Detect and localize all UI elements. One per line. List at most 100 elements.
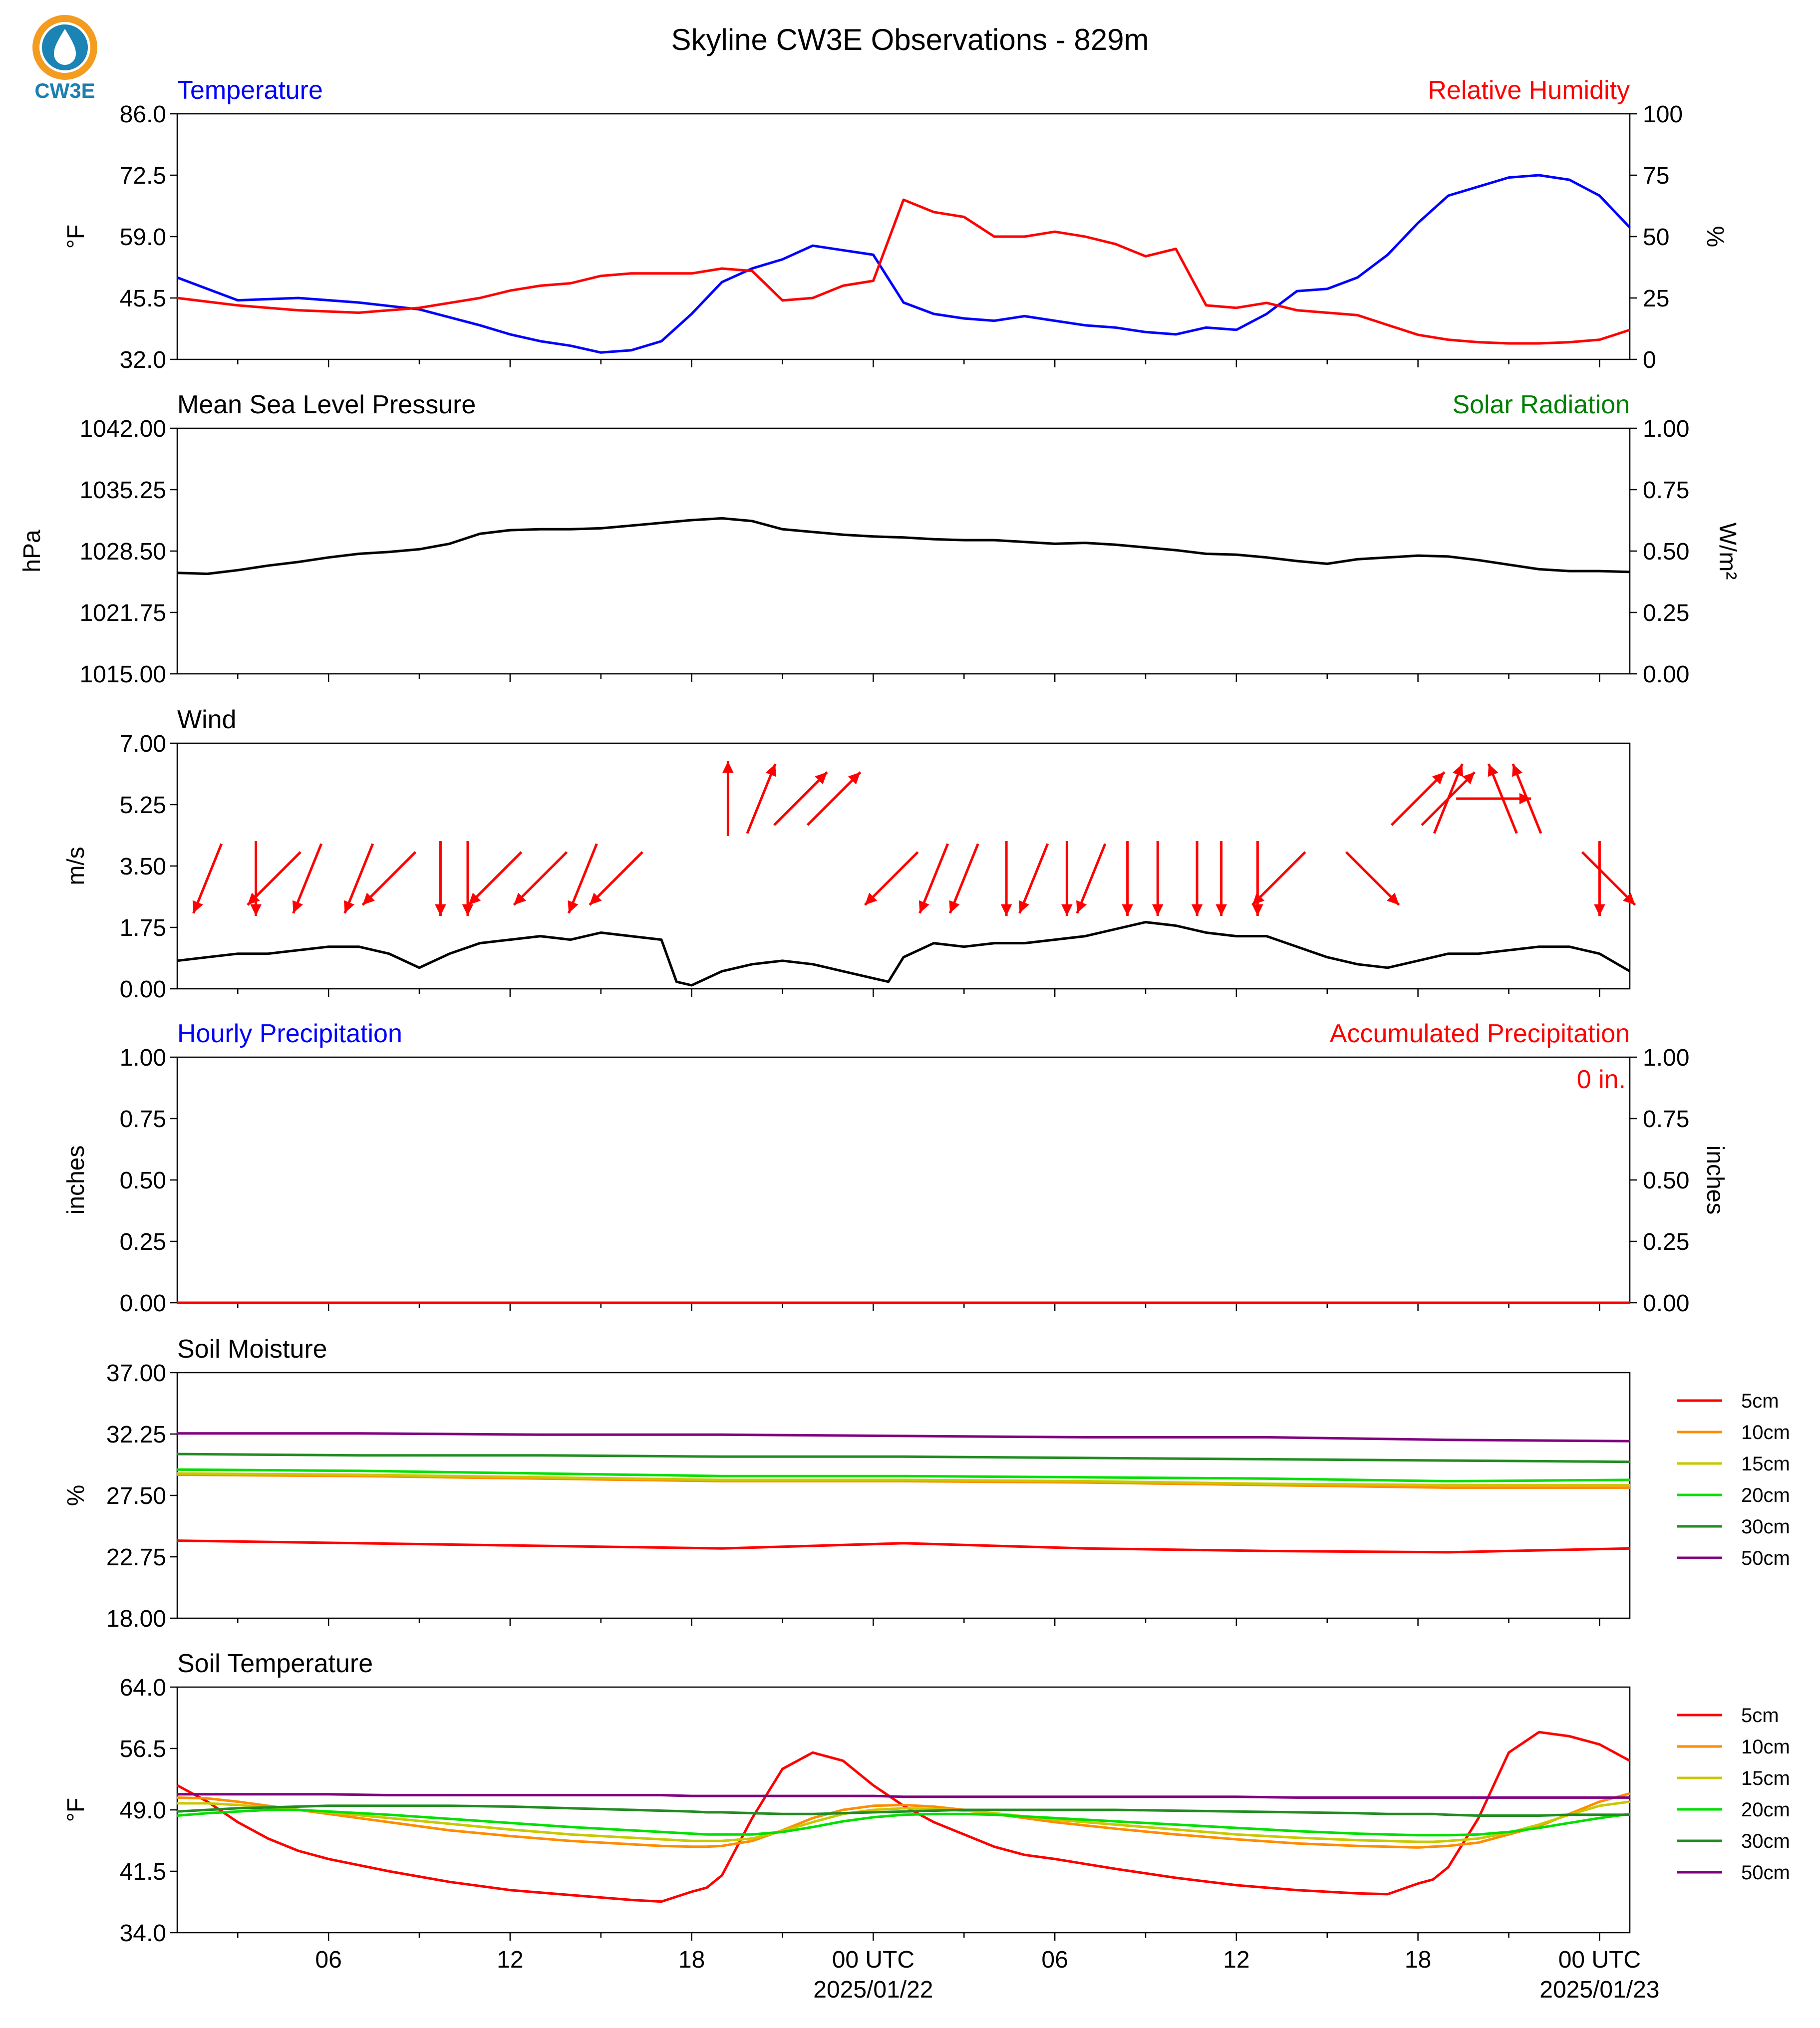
y-tick-label: 0.00 [120, 1290, 166, 1317]
y-tick-label: 1015.00 [79, 661, 166, 688]
wind-arrow [773, 771, 828, 826]
wind-arrow-shaft [1421, 771, 1476, 826]
wind-arrow-head [1252, 904, 1263, 916]
legend-label: 50cm [1741, 1862, 1790, 1884]
cw3e-logo: CW3E [32, 15, 97, 102]
series-line-10cm [177, 1792, 1630, 1849]
wind-arrow-head [1152, 904, 1164, 916]
wind-arrow-head [865, 892, 878, 905]
wind-arrow-head [848, 772, 861, 785]
wind-arrow-shaft [864, 851, 919, 906]
panel-title-left: Hourly Precipitation [177, 1019, 402, 1048]
y-axis-label: °F [63, 1798, 89, 1822]
legend: 5cm 10cm 15cm 20cm 30cm 50cm [1677, 1390, 1790, 1569]
series-line-relative-humidity [177, 198, 1630, 345]
panel-title-right: Accumulated Precipitation [1330, 1019, 1630, 1048]
figure-title: Skyline CW3E Observations - 829m [671, 23, 1149, 56]
panel-title-left: Temperature [177, 76, 323, 105]
panel-title-right: Relative Humidity [1428, 76, 1630, 105]
wind-arrow [948, 843, 979, 914]
wind-arrow [192, 843, 223, 914]
y-tick-label: 1021.75 [79, 600, 166, 626]
y-tick-label: 49.0 [120, 1797, 166, 1824]
x-tick-label: 12 [1223, 1947, 1249, 1973]
wind-arrow-shaft [192, 843, 223, 914]
y-tick-label: 0.00 [120, 976, 166, 1003]
wind-arrow-head [1191, 904, 1203, 916]
wind-arrow-shaft [247, 851, 302, 906]
plot-frame [176, 1372, 1631, 1619]
series-line-5cm [177, 1539, 1630, 1554]
wind-arrow [806, 771, 862, 826]
wind-arrow [1061, 841, 1073, 916]
wind-arrow-head [192, 900, 203, 913]
wind-arrow-head [1453, 764, 1464, 777]
wind-arrow-head [1000, 904, 1012, 916]
wind-arrow-shaft [1390, 771, 1446, 826]
wind-arrow-shaft [806, 771, 862, 826]
x-date-label: 2025/01/22 [813, 1977, 933, 2003]
series-line-5cm [176, 1731, 1631, 1903]
y-tick-label: 37.00 [106, 1360, 166, 1387]
panel-pressure: 1042.00 1035.25 1028.50 1021.75 1015.00 1.00 0… [19, 390, 1741, 688]
legend-label: 20cm [1741, 1799, 1790, 1821]
y-axis-label: % [63, 1485, 89, 1506]
y-tick-label: 1028.50 [79, 539, 166, 565]
wind-arrow-head [568, 900, 579, 913]
y-tick-label: 22.75 [106, 1544, 166, 1571]
wind-arrow [1456, 793, 1531, 805]
legend-label: 15cm [1741, 1767, 1790, 1789]
wind-arrow [746, 763, 777, 834]
legend-label: 10cm [1741, 1422, 1790, 1444]
wind-arrow-head [765, 764, 776, 777]
panel-wind: 7.00 5.25 3.50 1.75 0.00 Wind m/s [63, 705, 1636, 1003]
y-tick-label: 0.25 [120, 1229, 166, 1255]
logo-text: CW3E [34, 79, 95, 102]
wind-arrow [467, 851, 523, 906]
wind-arrow-head [250, 904, 262, 916]
y-tick-label: 32.25 [106, 1422, 166, 1448]
wind-arrow-head [1061, 904, 1073, 916]
wind-arrow-shaft [292, 843, 323, 914]
wind-arrow-head [247, 892, 260, 905]
wind-arrow [1076, 843, 1107, 914]
panels: 86.0 72.5 59.0 45.5 32.0 100 75 50 25 0 Temperatur… [19, 76, 1790, 2003]
x-tick-label: 18 [678, 1947, 705, 1973]
panel-soil_temp: 64.0 56.5 49.0 41.5 34.0 Soil Temperature °F 5c… [63, 1649, 1790, 2003]
x-date-label: 2025/01/23 [1539, 1977, 1659, 2003]
wind-arrow-shaft [1018, 843, 1049, 914]
wind-arrow [1421, 771, 1476, 826]
wind-arrow [1215, 841, 1227, 916]
wind-arrow-head [1215, 904, 1227, 916]
y-right-axis-label: inches [1702, 1146, 1728, 1215]
wind-arrow [589, 851, 643, 906]
wind-arrow-head [1594, 904, 1605, 916]
water-drop-icon [54, 29, 76, 65]
legend-label: 5cm [1741, 1390, 1779, 1412]
wind-arrow [462, 841, 474, 916]
y-tick-label: 56.5 [120, 1736, 166, 1762]
series-line-temperature [177, 174, 1631, 354]
x-tick-label: 12 [497, 1947, 523, 1973]
y-right-tick-label: 0.50 [1643, 1167, 1689, 1194]
y-tick-label: 1.75 [120, 915, 166, 941]
y-tick-label: 7.00 [120, 731, 166, 757]
y-right-tick-label: 0.25 [1643, 1229, 1689, 1255]
wind-arrow-head [343, 900, 354, 913]
wind-arrow [1594, 841, 1605, 916]
wind-arrow-head [590, 892, 602, 905]
legend-label: 50cm [1741, 1547, 1790, 1569]
wind-arrow-head [1488, 764, 1499, 777]
y-tick-label: 64.0 [120, 1675, 166, 1701]
wind-arrow [343, 843, 374, 914]
y-axis-label: °F [63, 225, 89, 249]
wind-arrow-head [918, 900, 929, 913]
x-tick-label: 00 UTC [1558, 1947, 1641, 1973]
legend-label: 15cm [1741, 1453, 1790, 1475]
wind-arrow-head [435, 904, 446, 916]
y-right-tick-label: 0.75 [1643, 477, 1689, 504]
series-line-15cm [177, 1472, 1630, 1486]
wind-arrow [1152, 841, 1164, 916]
y-right-tick-label: 0 [1643, 347, 1656, 373]
y-right-tick-label: 25 [1643, 286, 1669, 312]
